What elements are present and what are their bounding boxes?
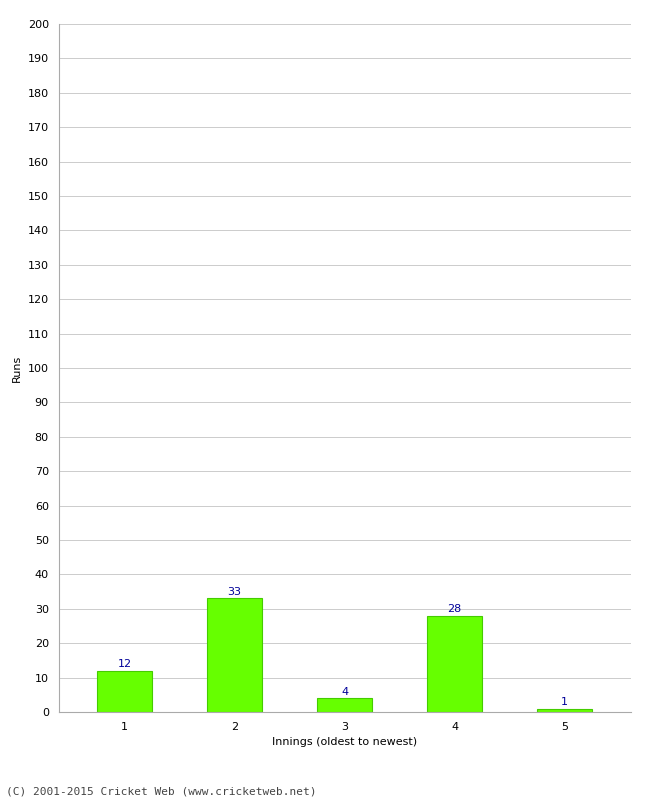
Text: 28: 28 [447,604,462,614]
Text: 1: 1 [561,697,568,707]
Bar [427,616,482,712]
Bar [537,709,592,712]
Y-axis label: Runs: Runs [12,354,22,382]
Text: 33: 33 [227,586,242,597]
Text: (C) 2001-2015 Cricket Web (www.cricketweb.net): (C) 2001-2015 Cricket Web (www.cricketwe… [6,786,317,796]
Bar [97,670,152,712]
X-axis label: Innings (oldest to newest): Innings (oldest to newest) [272,738,417,747]
Bar [317,698,372,712]
Text: 12: 12 [118,659,131,669]
Text: 4: 4 [341,686,348,697]
Bar [207,598,262,712]
